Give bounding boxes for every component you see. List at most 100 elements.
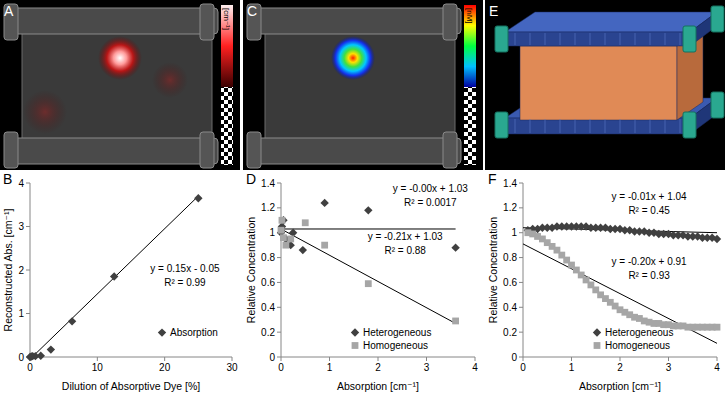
data-point: [321, 242, 328, 249]
y-tick: [277, 257, 281, 258]
x-tick: [523, 357, 524, 361]
data-point: [279, 217, 286, 224]
frame-tab: [200, 4, 214, 40]
plate-texture: [560, 119, 561, 133]
trendline-r-squared: R² = 0.93: [628, 270, 670, 281]
y-tick: [519, 357, 523, 358]
trendline-group: [281, 229, 456, 323]
y-tick-label: 1: [269, 227, 275, 238]
y-tick-label: 0: [511, 352, 517, 363]
plate-texture: [665, 33, 666, 45]
frame-tab: [443, 132, 457, 168]
plate-texture: [650, 119, 651, 133]
x-axis-line: [30, 357, 232, 358]
colorbar-checker: [221, 87, 233, 165]
data-point: [713, 235, 721, 243]
data-point: [364, 206, 372, 214]
trendline-equation: y = -0.21x + 1.03: [368, 231, 443, 242]
plate-texture: [515, 33, 516, 45]
plate-texture: [680, 33, 681, 45]
image-background: [243, 0, 483, 170]
y-tick-label: 1: [18, 308, 24, 319]
data-point: [452, 318, 459, 325]
x-tick-label: 4: [714, 362, 720, 373]
y-tick-label: 1.4: [261, 178, 275, 189]
x-tick: [426, 357, 427, 361]
x-axis-label: Absorption [cm⁻¹]: [579, 380, 661, 392]
plate-texture: [620, 33, 621, 45]
data-point: [451, 243, 459, 251]
chart: 012340102030Dilution of Absorptive Dye […: [2, 171, 238, 392]
data-point: [278, 227, 285, 234]
y-tick-label: 1.2: [503, 202, 517, 213]
legend-marker: [594, 342, 601, 349]
plate-texture: [620, 119, 621, 133]
x-tick-label: 4: [472, 362, 478, 373]
panel-label: A: [4, 3, 14, 19]
frame-tab: [247, 4, 261, 40]
panel-label: D: [246, 171, 256, 187]
legend-marker: [158, 328, 166, 336]
figure: [cm⁻¹]A[nM]CE012340102030Dilution of Abs…: [0, 0, 725, 396]
y-tick-label: 2: [18, 265, 24, 276]
x-tick-label: 2: [617, 362, 623, 373]
image-panel: [nM]C: [243, 0, 483, 170]
plate-texture: [575, 119, 576, 133]
y-axis-label: Reconstructed Abs. [cm⁻¹]: [2, 209, 14, 332]
x-tick-label: 20: [159, 362, 171, 373]
trendline-equation: y = -0.20x + 0.91: [612, 256, 687, 267]
data-point: [110, 272, 118, 280]
y-tick-label: 0.6: [261, 277, 275, 288]
chart: 00.20.40.60.811.21.401234Absorption [cm⁻…: [487, 171, 721, 392]
data-point: [280, 234, 287, 241]
x-tick: [329, 357, 330, 361]
colorbar-label: [cm⁻¹]: [222, 8, 231, 30]
x-tick-label: 3: [424, 362, 430, 373]
colorbar-checker: [464, 87, 476, 165]
plate-texture: [605, 33, 606, 45]
frame-bottom-bar: [12, 138, 218, 164]
trendline-equation: y = -0.01x + 1.04: [612, 191, 687, 202]
frame-tab: [200, 132, 214, 168]
data-point: [302, 219, 309, 226]
data-point: [282, 242, 289, 249]
x-tick: [717, 357, 718, 361]
x-tick-label: 1: [569, 362, 575, 373]
image-panel: E: [485, 0, 725, 170]
y-tick: [519, 183, 523, 184]
y-tick-label: 3: [18, 221, 24, 232]
colorbar-gradient: [464, 5, 476, 87]
top-plate-front: [505, 32, 690, 46]
frame-tab: [443, 4, 457, 40]
legend-label: Absorption: [170, 327, 218, 338]
x-tick: [571, 357, 572, 361]
legend-marker: [352, 342, 359, 349]
y-tick: [277, 207, 281, 208]
data-point: [68, 317, 76, 325]
x-tick: [475, 357, 476, 361]
frame-tab: [247, 132, 261, 168]
x-tick: [97, 357, 98, 361]
legend-label: Heterogeneous: [363, 327, 431, 338]
y-tick: [26, 270, 30, 271]
y-tick-label: 0.2: [261, 327, 275, 338]
data-point: [37, 351, 45, 359]
y-tick-label: 1.2: [261, 202, 275, 213]
y-tick-label: 4: [18, 178, 24, 189]
plate-texture: [650, 33, 651, 45]
y-tick-label: 0.4: [261, 302, 275, 313]
fluorescence-spot: [331, 36, 375, 80]
legend: HeterogeneousHomogeneous: [593, 327, 674, 351]
faint-spot: [23, 90, 67, 134]
chart: 00.20.40.60.811.21.401234Absorption [cm⁻…: [245, 171, 478, 392]
legend: Absorption: [158, 327, 218, 338]
plate-texture: [635, 119, 636, 133]
x-tick: [164, 357, 165, 361]
x-tick-label: 0: [520, 362, 526, 373]
x-tick: [620, 357, 621, 361]
clip: [711, 92, 724, 118]
faint-spot: [152, 62, 188, 98]
points-group: [277, 199, 460, 325]
y-tick: [519, 232, 523, 233]
frame-top-bar: [12, 8, 218, 34]
